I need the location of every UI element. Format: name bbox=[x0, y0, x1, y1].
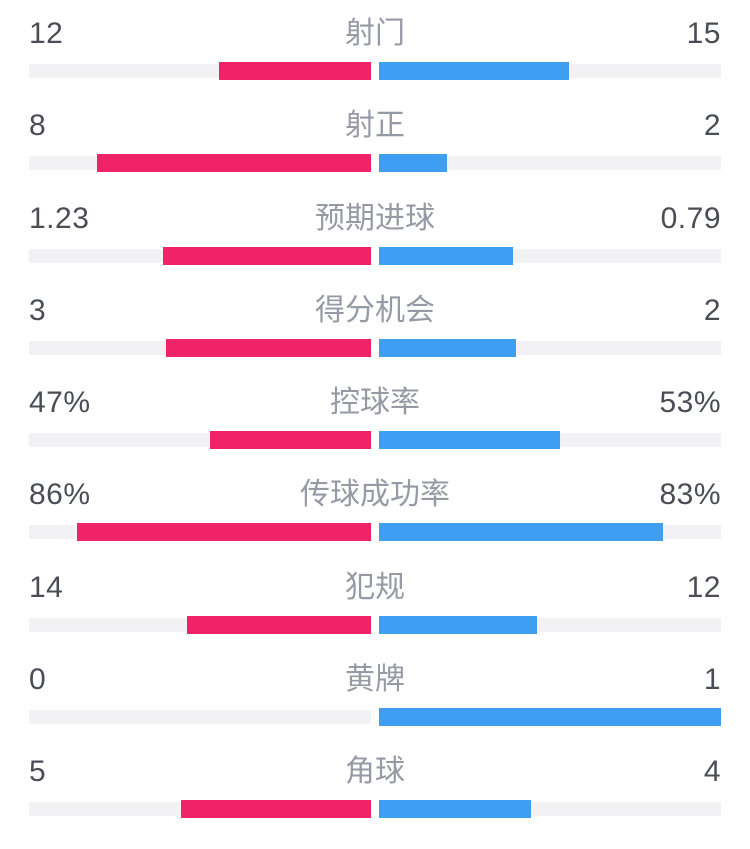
track-right-half bbox=[379, 246, 721, 265]
stat-row: 14 犯规 12 bbox=[29, 554, 721, 646]
stat-label: 射门 bbox=[345, 17, 405, 50]
track-right-half bbox=[379, 615, 721, 634]
stat-bar-track bbox=[29, 615, 721, 634]
stat-label: 传球成功率 bbox=[300, 478, 450, 512]
track-left-half bbox=[29, 62, 371, 80]
stat-row: 8 射正 2 bbox=[29, 92, 721, 184]
away-value: 2 bbox=[703, 293, 721, 327]
track-left-half bbox=[29, 710, 371, 725]
home-value: 3 bbox=[29, 293, 47, 327]
track-right-half bbox=[379, 62, 721, 80]
stat-bar-track bbox=[29, 62, 721, 80]
stat-bar-track bbox=[29, 431, 721, 450]
home-bar bbox=[210, 431, 371, 450]
stat-bar-track bbox=[29, 708, 721, 727]
home-value: 47% bbox=[29, 386, 91, 420]
away-value: 15 bbox=[686, 17, 721, 50]
stat-row: 1.23 预期进球 0.79 bbox=[29, 185, 721, 277]
stat-label: 角球 bbox=[345, 755, 405, 789]
track-left-half bbox=[29, 431, 371, 450]
stat-header: 5 角球 4 bbox=[29, 738, 721, 790]
away-value: 2 bbox=[703, 109, 721, 143]
track-left-half bbox=[29, 338, 371, 357]
stat-header: 3 得分机会 2 bbox=[29, 277, 721, 329]
away-value: 83% bbox=[659, 478, 721, 512]
track-left-half bbox=[29, 523, 371, 542]
track-left-half bbox=[29, 615, 371, 634]
away-bar bbox=[379, 523, 663, 542]
stat-header: 0 黄牌 1 bbox=[29, 646, 721, 698]
track-left-half bbox=[29, 154, 371, 173]
stat-bar-track bbox=[29, 154, 721, 173]
away-bar bbox=[379, 800, 531, 819]
home-bar bbox=[186, 615, 371, 634]
stat-row: 5 角球 4 bbox=[29, 738, 721, 830]
stat-header: 14 犯规 12 bbox=[29, 554, 721, 606]
home-bar bbox=[181, 800, 371, 819]
stat-label: 控球率 bbox=[330, 386, 420, 420]
track-right-half bbox=[379, 523, 721, 542]
home-bar bbox=[97, 154, 371, 173]
away-value: 12 bbox=[686, 570, 721, 604]
away-bar bbox=[379, 246, 513, 265]
home-bar bbox=[162, 246, 371, 265]
home-bar bbox=[219, 62, 371, 80]
track-right-half bbox=[379, 708, 721, 727]
track-right-half bbox=[379, 338, 721, 357]
home-bar bbox=[76, 523, 371, 542]
stat-row: 86% 传球成功率 83% bbox=[29, 461, 721, 553]
home-value: 5 bbox=[29, 755, 47, 789]
home-value: 12 bbox=[29, 17, 64, 50]
away-bar bbox=[379, 338, 516, 357]
away-value: 4 bbox=[703, 755, 721, 789]
stat-bar-track bbox=[29, 246, 721, 265]
away-bar bbox=[379, 62, 569, 80]
home-value: 1.23 bbox=[29, 201, 90, 235]
stat-row: 0 黄牌 1 bbox=[29, 646, 721, 738]
stat-bar-track bbox=[29, 800, 721, 819]
away-bar bbox=[379, 615, 537, 634]
stat-row: 12 射门 15 bbox=[29, 0, 721, 92]
stat-label: 黄牌 bbox=[345, 663, 405, 697]
track-left-half bbox=[29, 800, 371, 819]
away-bar bbox=[379, 154, 448, 173]
track-right-half bbox=[379, 431, 721, 450]
home-value: 0 bbox=[29, 663, 47, 697]
home-value: 86% bbox=[29, 478, 91, 512]
away-value: 0.79 bbox=[660, 201, 721, 235]
stat-row: 3 得分机会 2 bbox=[29, 277, 721, 369]
away-value: 53% bbox=[659, 386, 721, 420]
home-bar bbox=[165, 338, 371, 357]
stat-bar-track bbox=[29, 338, 721, 357]
stat-header: 47% 控球率 53% bbox=[29, 369, 721, 421]
stat-label: 射正 bbox=[345, 109, 405, 143]
away-value: 1 bbox=[703, 663, 721, 697]
track-right-half bbox=[379, 800, 721, 819]
stat-label: 犯规 bbox=[345, 570, 405, 604]
home-value: 8 bbox=[29, 109, 47, 143]
track-left-half bbox=[29, 246, 371, 265]
track-right-half bbox=[379, 154, 721, 173]
stat-label: 预期进球 bbox=[315, 201, 435, 235]
stat-header: 1.23 预期进球 0.79 bbox=[29, 185, 721, 237]
stat-header: 8 射正 2 bbox=[29, 92, 721, 144]
stat-label: 得分机会 bbox=[315, 293, 435, 327]
away-bar bbox=[379, 431, 561, 450]
home-value: 14 bbox=[29, 570, 64, 604]
stat-bar-track bbox=[29, 523, 721, 542]
away-bar bbox=[379, 708, 721, 727]
stat-header: 86% 传球成功率 83% bbox=[29, 461, 721, 513]
stat-row: 47% 控球率 53% bbox=[29, 369, 721, 461]
stat-header: 12 射门 15 bbox=[29, 0, 721, 52]
